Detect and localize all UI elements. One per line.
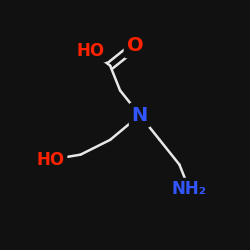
Text: HO: HO bbox=[37, 150, 65, 168]
Text: O: O bbox=[126, 36, 143, 56]
Text: HO: HO bbox=[76, 42, 104, 60]
Text: NH₂: NH₂ bbox=[172, 180, 207, 198]
Text: N: N bbox=[132, 106, 148, 124]
